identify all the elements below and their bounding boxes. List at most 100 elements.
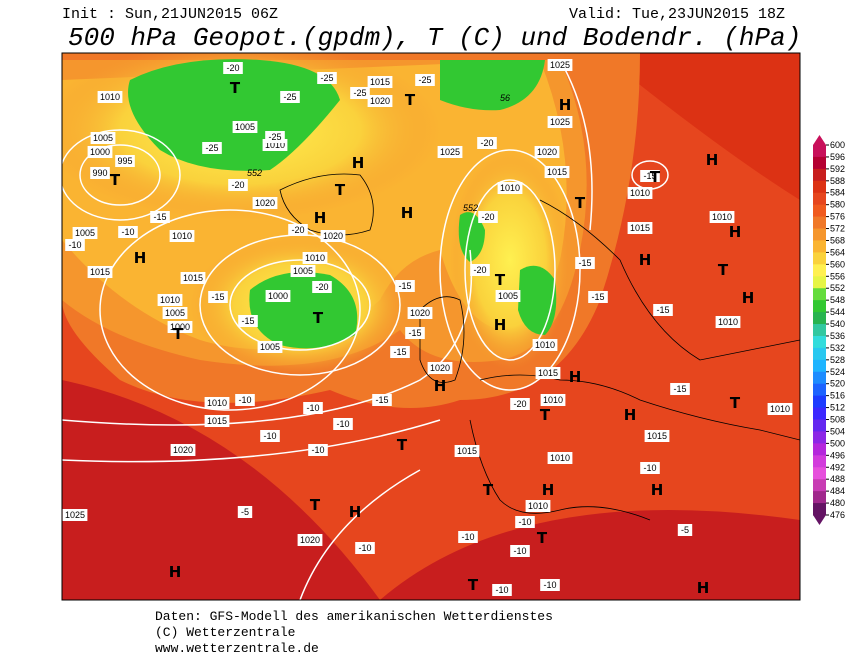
pressure-center: H [434, 377, 447, 395]
pressure-label: 1020 [255, 198, 275, 208]
pressure-center: T [540, 406, 551, 424]
pressure-center: H [542, 481, 555, 499]
pressure-label-box [715, 316, 741, 328]
colorbar-label: 572 [830, 224, 845, 234]
pressure-center: T [537, 529, 548, 547]
pressure-label-box [157, 294, 183, 306]
colorbar-bin [813, 228, 826, 241]
temperature-label: -10 [336, 419, 349, 429]
colorbar-label: 552 [830, 283, 845, 293]
pressure-label: 1015 [538, 368, 558, 378]
temperature-label: -15 [398, 281, 411, 291]
pressure-label: 1025 [65, 510, 85, 520]
pressure-label-box [644, 430, 670, 442]
temperature-label: -10 [461, 532, 474, 542]
temperature-label-box [653, 304, 673, 316]
temperature-label-box [150, 211, 170, 223]
colorbar-bin [813, 395, 826, 409]
temperature-label: -15 [673, 384, 686, 394]
colorbar-bin [813, 145, 826, 158]
pressure-label-box [204, 415, 230, 427]
temperature-label-box [470, 264, 490, 276]
pressure-label: 1020 [430, 363, 450, 373]
temperature-label-box [677, 524, 693, 536]
temperature-label-box [478, 211, 498, 223]
temperature-label: -15 [375, 395, 388, 405]
geopotential-label: 552 [247, 168, 262, 178]
temperature-label-box [492, 584, 512, 596]
pressure-center: T [718, 261, 729, 279]
pressure-center: H [134, 249, 147, 267]
pressure-center: H [651, 481, 664, 499]
pressure-label-box [169, 230, 195, 242]
colorbar-label: 500 [830, 438, 845, 448]
map-frame [61, 52, 801, 601]
pressure-label-box [535, 367, 561, 379]
map: 1010 1005 1010 1005 1000 995 990 1020 1005 1010 10… [62, 53, 800, 600]
pressure-label: 1015 [647, 431, 667, 441]
colorbar-bin [813, 156, 826, 170]
temperature-label-box [458, 531, 478, 543]
pressure-label: 1010 [207, 398, 227, 408]
geopotential-label: 56 [500, 93, 510, 103]
temperature-label-box [118, 226, 138, 238]
pressure-label-box [547, 452, 573, 464]
colorbar-label: 484 [830, 486, 845, 496]
pressure-label-box [367, 76, 393, 88]
pressure-label-box [547, 116, 573, 128]
colorbar-bin [813, 407, 826, 421]
green-area [518, 265, 557, 335]
colorbar-bin [813, 455, 826, 468]
pressure-center: H [729, 223, 742, 241]
temperature-label-box [228, 179, 248, 191]
pressure-label-box [252, 197, 278, 209]
pressure-label: 1005 [260, 342, 280, 352]
shade [600, 53, 800, 200]
colorbar-bin [813, 300, 826, 313]
pressure-label-box [627, 187, 653, 199]
colorbar-label: 532 [830, 343, 845, 353]
footer-source: Daten: GFS-Modell des amerikanischen Wet… [155, 609, 553, 624]
pressure-label-box [257, 341, 283, 353]
colorbar-label: 504 [830, 426, 845, 436]
pressure-label-box [709, 211, 735, 223]
colorbar-label: 548 [830, 295, 845, 305]
pressure-label: 1020 [410, 308, 430, 318]
coastlines [279, 173, 800, 521]
green-area [440, 60, 545, 111]
temperature-label: -15 [393, 347, 406, 357]
colorbar-label: 580 [830, 200, 845, 210]
pressure-label: 1025 [550, 60, 570, 70]
pressure-label-box [437, 146, 463, 158]
pressure-label-box [627, 222, 653, 234]
colorbar-bin [813, 431, 826, 444]
pressure-label-box [90, 167, 110, 179]
temperature-label-box [640, 462, 660, 474]
valid-time: Valid: Tue,23JUN2015 18Z [569, 6, 785, 23]
temperature-label-box [308, 444, 328, 456]
colorbar-bin [813, 503, 826, 516]
temperature-label-box [477, 137, 497, 149]
temperature-label: -10 [263, 431, 276, 441]
pressure-label: 1010 [770, 404, 790, 414]
temperature-label: -15 [578, 258, 591, 268]
pressure-label-box [495, 290, 521, 302]
temperature-label: -10 [518, 517, 531, 527]
temperature-label: -15 [153, 212, 166, 222]
pressure-label-box [532, 339, 558, 351]
pressure-label: 1000 [90, 147, 110, 157]
temperature-label-box [415, 74, 435, 86]
temperature-label: -25 [320, 73, 333, 83]
pressure-label: 1020 [370, 96, 390, 106]
pressure-label: 1025 [550, 117, 570, 127]
pressure-label: 1020 [300, 535, 320, 545]
pressure-label-box [97, 91, 123, 103]
temperature-label-box [510, 545, 530, 557]
temperature-label: -10 [543, 580, 556, 590]
temperature-label-box [208, 291, 228, 303]
pressure-label: 1020 [173, 445, 193, 455]
temperature-label-box [575, 257, 595, 269]
pressure-label: 1005 [235, 122, 255, 132]
pressure-center: T [173, 325, 184, 343]
